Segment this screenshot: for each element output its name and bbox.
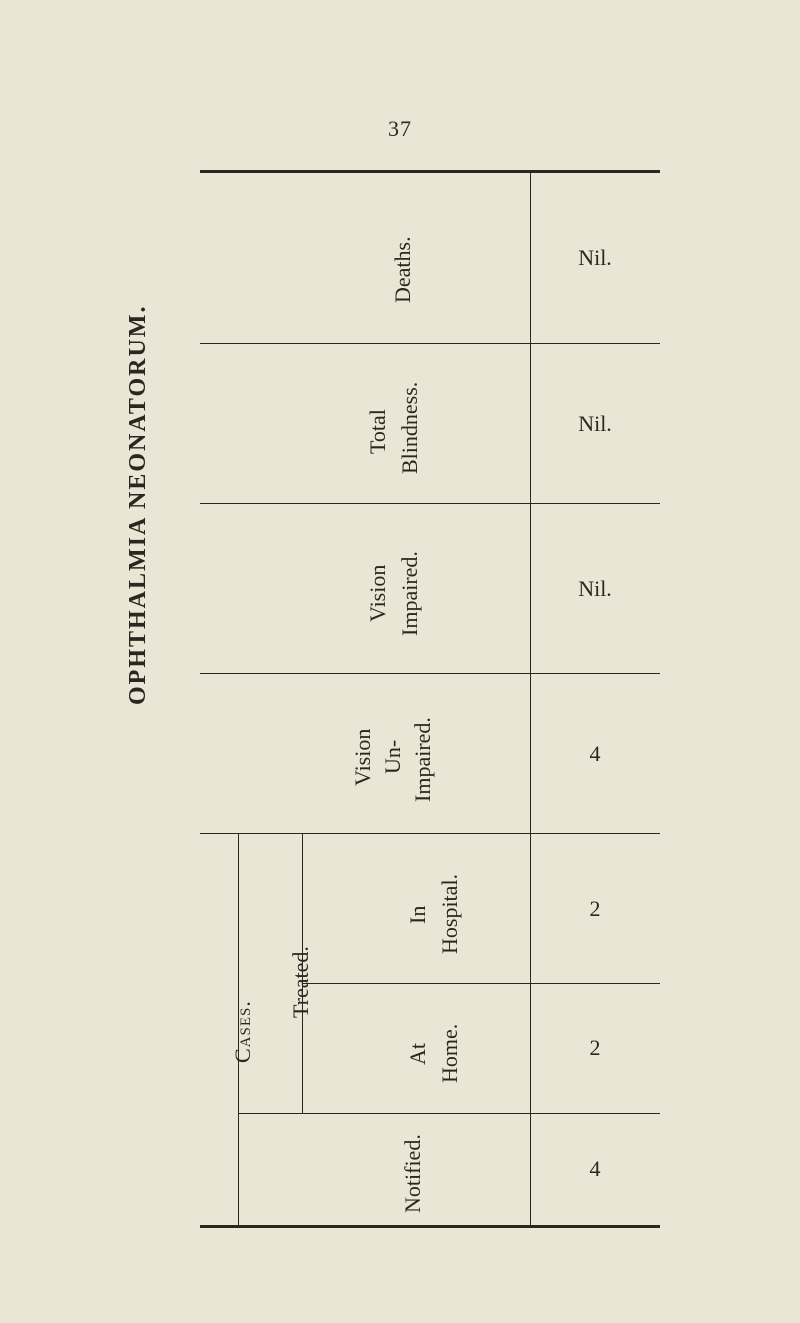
row-deaths: Deaths. Nil.: [200, 173, 660, 343]
label-blindness: Blindness.: [397, 382, 423, 474]
label-deaths: Deaths.: [390, 236, 416, 303]
value-vision-impaired: Nil.: [530, 576, 660, 602]
row-total-blindness: Total Blindness. Nil.: [200, 343, 660, 504]
label-vision-1: Vision: [365, 565, 391, 622]
label-home: Home.: [437, 1024, 463, 1083]
label-un: Un-: [380, 740, 406, 774]
label-at: At: [405, 1043, 431, 1065]
partial-top-rule: [238, 1113, 660, 1114]
value-total-blindness: Nil.: [530, 411, 660, 437]
label-vision-2: Vision: [350, 729, 376, 786]
table-title: OPHTHALMIA NEONATORUM.: [125, 305, 152, 705]
label-hospital: Hospital.: [437, 874, 463, 954]
value-notified: 4: [530, 1156, 660, 1182]
scanned-page: 37 OPHTHALMIA NEONATORUM. Deaths. Nil. T…: [0, 0, 800, 1323]
label-in: In: [405, 906, 431, 924]
partial-top-rule: [302, 983, 660, 984]
row-vision-unimpaired: Vision Un- Impaired. 4: [200, 673, 660, 834]
label-impaired-2: Impaired.: [410, 717, 436, 802]
page-number: 37: [0, 116, 800, 142]
row-notified: Notified. 4: [200, 1113, 660, 1225]
row-vision-impaired: Vision Impaired. Nil.: [200, 503, 660, 674]
value-in-hospital: 2: [530, 896, 660, 922]
row-in-hospital: In Hospital. 2: [200, 833, 660, 984]
row-at-home: At Home. 2: [200, 983, 660, 1113]
label-notified: Notified.: [400, 1134, 426, 1213]
value-vision-unimpaired: 4: [530, 741, 660, 767]
table-frame: Deaths. Nil. Total Blindness. Nil. Visio…: [200, 170, 660, 1228]
value-at-home: 2: [530, 1035, 660, 1061]
value-deaths: Nil.: [530, 245, 660, 271]
label-total: Total: [365, 409, 391, 454]
label-impaired-1: Impaired.: [397, 551, 423, 636]
